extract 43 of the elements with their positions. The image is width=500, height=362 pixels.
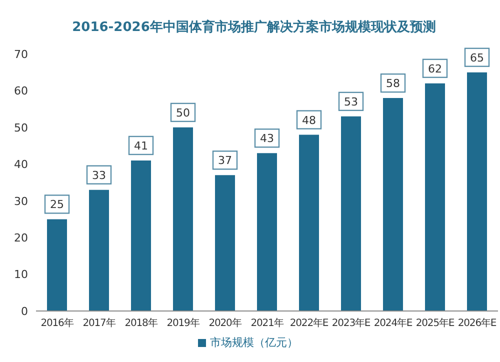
x-tick-label: 2019年 xyxy=(166,317,200,330)
chart-title: 2016-2026年中国体育市场推广解决方案市场规模现状及预测 xyxy=(71,18,437,37)
data-label: 58 xyxy=(386,77,400,90)
data-label: 41 xyxy=(134,139,148,152)
y-tick-label: 70 xyxy=(14,48,28,61)
y-tick-label: 40 xyxy=(14,158,28,172)
y-tick-label: 50 xyxy=(14,121,28,134)
x-tick-label: 2020年 xyxy=(208,317,242,330)
x-tick-label: 2018年 xyxy=(124,317,158,330)
x-tick-label: 2026年E xyxy=(458,317,496,330)
bar xyxy=(89,190,109,311)
x-tick-label: 2021年 xyxy=(250,317,284,330)
data-label: 50 xyxy=(176,106,190,120)
bar xyxy=(341,116,361,311)
data-label: 43 xyxy=(260,132,274,146)
bar xyxy=(383,98,403,311)
bar xyxy=(425,83,445,311)
bar xyxy=(215,175,235,311)
data-label: 25 xyxy=(50,198,64,212)
y-tick-label: 0 xyxy=(21,304,28,318)
data-label: 37 xyxy=(218,154,232,168)
x-tick-label: 2017年 xyxy=(82,317,116,330)
y-tick-label: 60 xyxy=(14,84,28,98)
bar xyxy=(173,127,193,311)
x-tick-label: 2016年 xyxy=(40,317,74,330)
data-label: 62 xyxy=(428,62,442,76)
data-label: 33 xyxy=(92,168,106,182)
data-label: 48 xyxy=(302,114,316,127)
bar xyxy=(47,219,67,311)
bar xyxy=(467,72,487,311)
bar xyxy=(131,160,151,311)
x-tick-label: 2023年E xyxy=(332,317,370,330)
bar xyxy=(299,134,319,311)
y-tick-label: 20 xyxy=(14,231,28,244)
x-tick-label: 2022年E xyxy=(290,317,328,330)
y-tick-label: 30 xyxy=(14,194,28,208)
legend-label: 市场规模（亿元） xyxy=(210,336,298,349)
bar xyxy=(257,153,277,311)
x-tick-label: 2024年E xyxy=(374,317,412,330)
data-label: 65 xyxy=(470,51,484,64)
x-tick-label: 2025年E xyxy=(416,317,454,330)
data-label: 53 xyxy=(344,95,358,108)
y-tick-label: 10 xyxy=(14,268,28,282)
